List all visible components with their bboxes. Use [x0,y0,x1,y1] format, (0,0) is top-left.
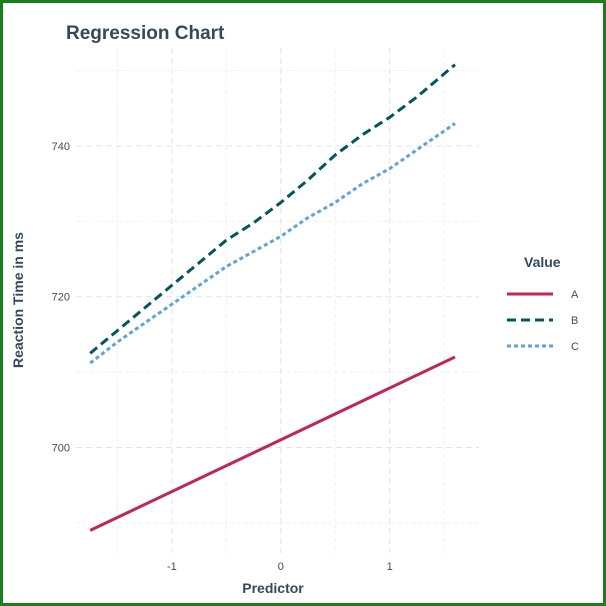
x-tick-label: -1 [167,561,177,573]
legend-label-c: C [571,341,579,353]
y-tick-label: 740 [52,141,70,153]
series-line-c [89,122,456,365]
x-axis-title: Predictor [242,580,304,596]
grid [76,48,479,553]
series-line-a [89,355,456,532]
legend-title: Value [524,254,561,270]
x-tick-label: 1 [387,561,393,573]
x-tick-label: 0 [278,561,284,573]
legend-label-a: A [571,289,579,301]
series-layer [89,63,456,532]
tick-layer: -1 0 1 700 720 740 [52,141,393,573]
legend: Value A B C [507,254,579,353]
y-axis-title: Reaction Time in ms [10,232,26,368]
y-tick-label: 700 [52,442,70,454]
series-line-b [89,63,456,355]
y-tick-label: 720 [52,292,70,304]
legend-label-b: B [571,315,578,327]
chart-title: Regression Chart [66,23,225,44]
